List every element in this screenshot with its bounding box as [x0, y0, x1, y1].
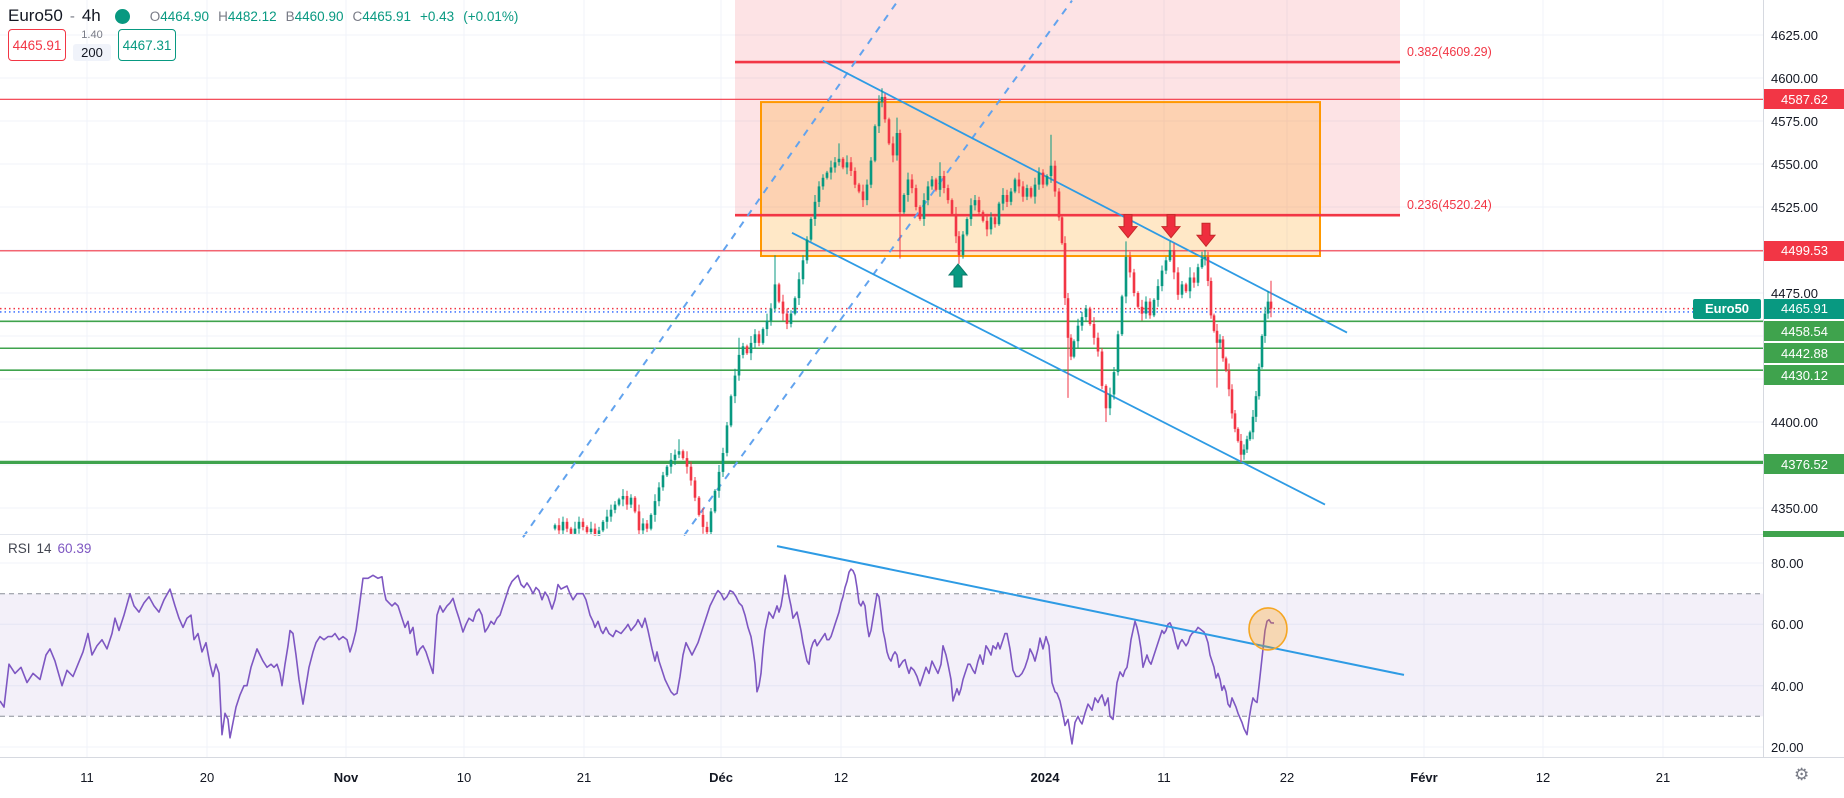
rsi-period: 14 — [36, 541, 52, 556]
buy-button[interactable]: 4467.31 — [118, 29, 176, 61]
price-axis-label: 4575.00 — [1771, 114, 1818, 129]
open-label: O — [149, 8, 161, 24]
rsi-axis-label: 40.00 — [1771, 678, 1804, 694]
level-price-badge: 4499.53 — [1764, 240, 1844, 261]
low-label: B — [285, 8, 295, 24]
chart-canvas[interactable] — [0, 0, 1763, 757]
price-axis[interactable]: 4625.00 4600.00 4575.00 4550.00 4525.00 4475.… — [1763, 0, 1844, 757]
time-axis-label: 22 — [1279, 770, 1295, 785]
rsi-axis-label: 80.00 — [1771, 556, 1804, 571]
time-axis-label: Févr — [1410, 770, 1438, 785]
time-axis[interactable]: 11 20 Nov 10 21 Déc 12 2024 11 22 Févr 12 21 — [0, 757, 1844, 798]
time-axis-label: Déc — [709, 770, 733, 785]
ascending-channel-line[interactable] — [683, 0, 1073, 537]
rsi-trendline[interactable] — [776, 545, 1405, 676]
rsi-label: RSI — [8, 541, 31, 556]
high-label: H — [218, 8, 228, 24]
quantity-input[interactable]: 200 — [73, 44, 111, 61]
time-axis-label: Nov — [333, 770, 359, 785]
rsi-axis-label: 60.00 — [1771, 617, 1804, 633]
spread-quantity: 1.40 200 — [66, 29, 118, 61]
level-price-badge: 4430.12 — [1764, 365, 1844, 386]
time-axis-label: 10 — [456, 770, 472, 785]
fib-level-0236-label: 0.236(4520.24) — [1407, 198, 1492, 213]
time-axis-label: 11 — [80, 770, 94, 785]
time-axis-label: 11 — [1157, 770, 1171, 785]
level-price-badge: 4458.54 — [1764, 321, 1844, 342]
close-label: C — [352, 8, 363, 24]
price-axis-label: 4350.00 — [1771, 501, 1818, 516]
price-axis-label: 4625.00 — [1771, 28, 1818, 43]
rsi-legend: RSI 14 60.39 — [8, 541, 91, 556]
fib-level-0382-label: 0.382(4609.29) — [1407, 45, 1492, 60]
change-percent: (+0.01%) — [463, 8, 519, 24]
sell-signal-arrow-icon[interactable] — [1160, 214, 1182, 239]
price-axis-label: 4525.00 — [1771, 200, 1818, 215]
pane-resize-handle[interactable] — [1763, 531, 1844, 537]
ohlc-values: O4464.90 H4482.12 B4460.90 C4465.91 +0.4… — [150, 9, 519, 24]
rsi-breakout-circle[interactable] — [1248, 607, 1288, 651]
symbol-price-plate: Euro50 — [1693, 298, 1761, 319]
high-value: 4482.12 — [227, 8, 277, 24]
symbol-title[interactable]: Euro50 — [8, 6, 63, 25]
close-value: 4465.91 — [362, 8, 412, 24]
low-value: 4460.90 — [294, 8, 344, 24]
level-price-badge: 4442.88 — [1764, 343, 1844, 364]
order-panel: 4465.91 1.40 200 4467.31 — [8, 29, 176, 61]
interval-label[interactable]: 4h — [81, 6, 101, 25]
time-axis-label: 21 — [576, 770, 592, 785]
rsi-axis-label: 20.00 — [1771, 740, 1804, 755]
symbol-separator: - — [69, 7, 75, 25]
sell-button[interactable]: 4465.91 — [8, 29, 66, 61]
price-axis-label: 4550.00 — [1771, 157, 1818, 172]
spread-value: 1.40 — [81, 29, 103, 41]
last-price-badge: 4465.91 — [1764, 298, 1844, 319]
price-axis-label: 4400.00 — [1771, 415, 1818, 430]
open-value: 4464.90 — [160, 8, 210, 24]
sell-signal-arrow-icon[interactable] — [1195, 222, 1217, 248]
time-axis-label: 2024 — [1030, 770, 1060, 785]
descending-trendline[interactable] — [791, 231, 1326, 506]
time-axis-label: 12 — [833, 770, 849, 785]
descending-trendline[interactable] — [822, 60, 1348, 334]
ascending-channel-line[interactable] — [522, 0, 899, 538]
time-axis-label: 12 — [1535, 770, 1551, 785]
symbol-legend: Euro50 - 4h O4464.90 H4482.12 B4460.90 C… — [8, 6, 518, 26]
sell-signal-arrow-icon[interactable] — [1117, 214, 1139, 239]
change-value: +0.43 — [420, 8, 455, 24]
rsi-line — [0, 568, 1275, 745]
price-axis-label: 4600.00 — [1771, 71, 1818, 86]
price-axis-label: 4475.00 — [1771, 286, 1818, 301]
time-axis-label: 21 — [1655, 770, 1671, 785]
market-status-icon — [114, 8, 130, 24]
level-price-badge: 4587.62 — [1764, 89, 1844, 110]
buy-signal-arrow-icon[interactable] — [947, 263, 969, 288]
axis-settings-gear-icon[interactable]: ⚙ — [1794, 765, 1810, 784]
level-price-badge: 4376.52 — [1764, 454, 1844, 475]
time-axis-label: 20 — [199, 770, 215, 785]
rsi-value: 60.39 — [57, 541, 92, 556]
pane-separator[interactable] — [0, 534, 1763, 535]
